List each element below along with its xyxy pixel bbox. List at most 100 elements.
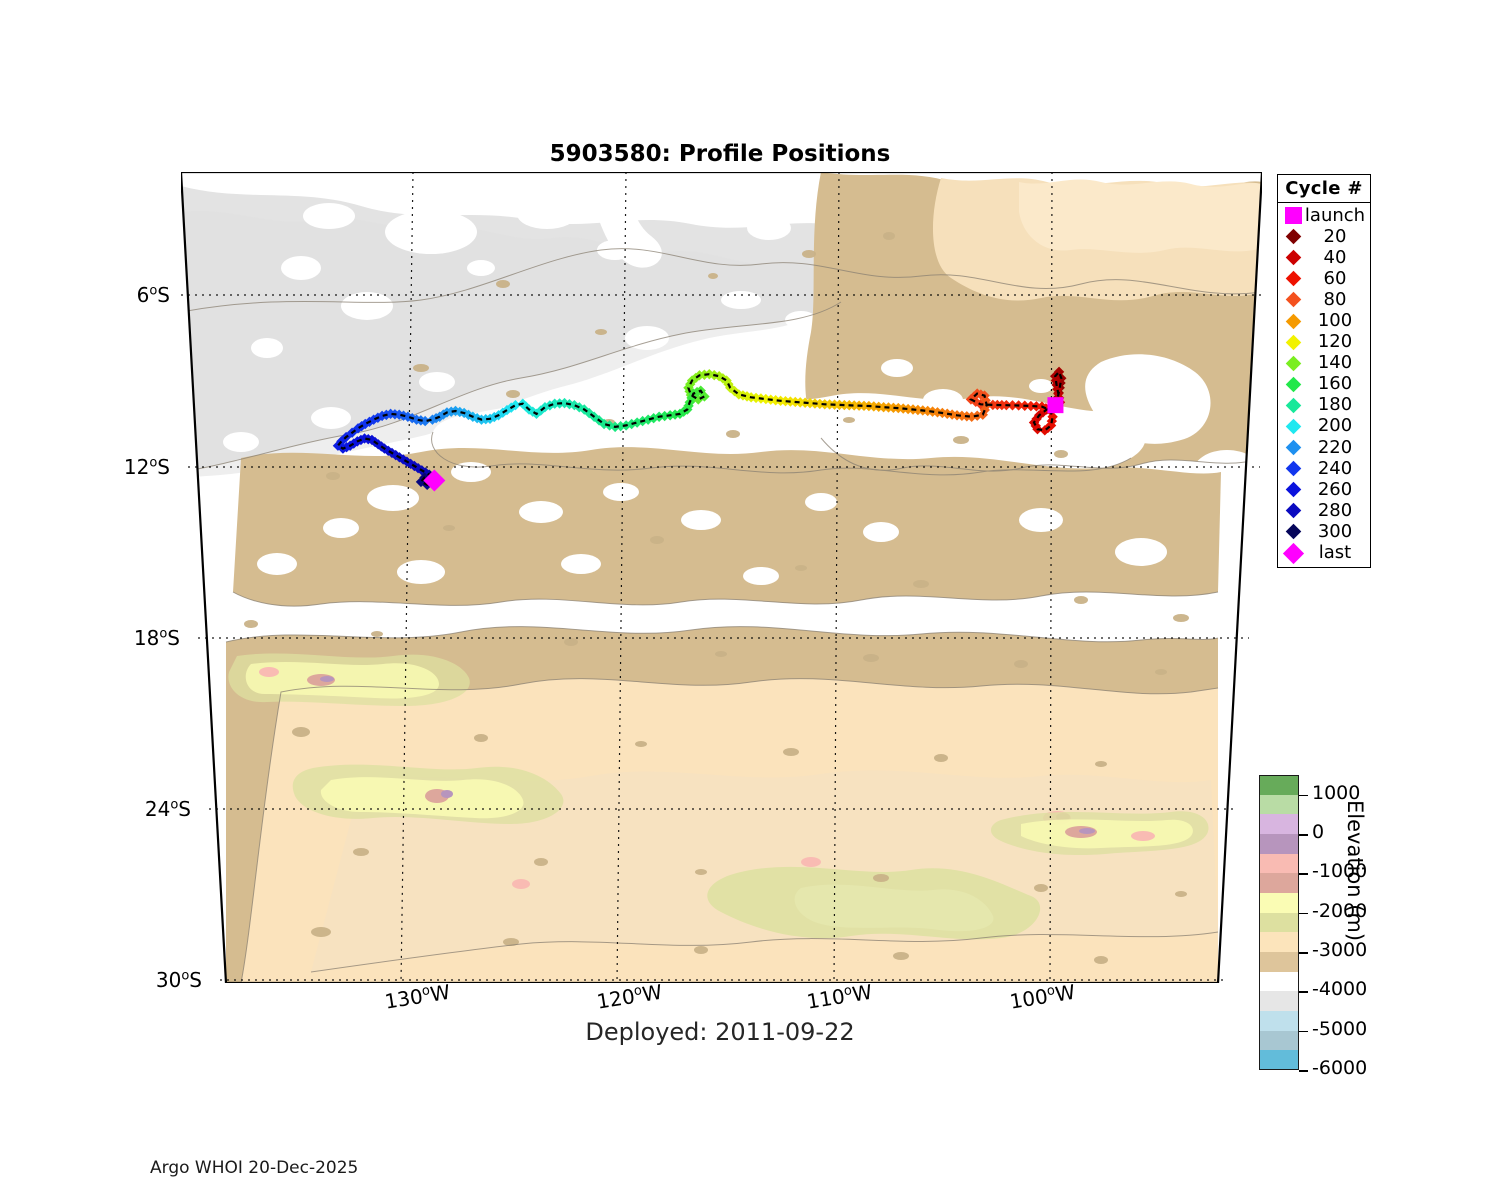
legend-label: 120	[1317, 331, 1353, 353]
colorbar-tick	[1299, 991, 1308, 993]
colorbar-tick	[1299, 794, 1308, 797]
profile-position-marker	[912, 404, 924, 416]
legend-marker-diamond-icon	[1282, 334, 1304, 350]
profile-position-marker	[427, 414, 438, 425]
legend-item-60[interactable]: 60	[1278, 268, 1370, 289]
legend-label: 200	[1317, 415, 1353, 437]
profile-position-marker	[368, 414, 379, 425]
legend-item-20[interactable]: 20	[1278, 226, 1370, 247]
legend-label: 260	[1317, 478, 1353, 500]
legend-item-140[interactable]: 140	[1278, 353, 1370, 374]
colorbar-band	[1259, 775, 1299, 795]
profile-position-marker	[336, 436, 347, 447]
colorbar-band	[1259, 1030, 1299, 1051]
legend-marker-diamond-icon	[1282, 313, 1304, 329]
legend-item-40[interactable]: 40	[1278, 247, 1370, 268]
legend-marker-diamond-icon	[1282, 376, 1304, 393]
legend-item-180[interactable]: 180	[1278, 395, 1370, 416]
profile-position-marker	[868, 401, 879, 412]
legend-label: 20	[1323, 225, 1347, 247]
colorbar-tick-label: -6000	[1312, 1057, 1368, 1079]
profile-position-marker	[1039, 425, 1050, 436]
profile-position-marker	[1037, 407, 1049, 418]
legend-marker-diamond-icon	[1282, 397, 1304, 414]
colorbar-tick	[1299, 912, 1308, 915]
profile-position-marker	[1007, 400, 1018, 411]
profile-position-marker	[814, 398, 826, 410]
colorbar-tick-label: -5000	[1312, 1017, 1368, 1040]
legend-item-200[interactable]: 200	[1278, 416, 1370, 437]
map-graticule	[181, 172, 1262, 983]
legend-item-220[interactable]: 220	[1278, 437, 1370, 458]
launch-marker[interactable]	[1047, 397, 1064, 414]
legend-marker-diamond-icon	[1282, 292, 1304, 308]
profile-position-marker	[946, 409, 958, 420]
map-svg	[181, 172, 1262, 983]
colorbar-band	[1259, 892, 1299, 913]
colorbar-tick-label: -3000	[1312, 939, 1368, 961]
legend-marker-diamond-icon	[1282, 271, 1304, 287]
deployed-caption: Deployed: 2011-09-22	[585, 1018, 855, 1046]
profile-position-marker	[584, 407, 595, 419]
profile-position-marker	[795, 397, 806, 408]
colorbar-band	[1259, 833, 1299, 854]
cycle-legend-title: Cycle #	[1278, 175, 1370, 203]
legend-marker-diamond-icon	[1282, 439, 1304, 456]
colorbar-ticks	[1299, 775, 1309, 1072]
profile-position-marker	[980, 395, 991, 406]
profile-position-marker	[642, 414, 654, 425]
cycle-legend-items: launch 20 40 60 80 100 120 140 160 180 200 220 240 26…	[1278, 203, 1370, 567]
profile-position-marker	[1053, 366, 1065, 378]
legend-marker-diamond-icon	[1282, 355, 1304, 371]
legend-label: 100	[1317, 310, 1353, 332]
profile-position-marker	[1025, 400, 1037, 412]
profile-position-marker	[501, 404, 513, 416]
profile-position-marker	[987, 399, 999, 411]
profile-position-marker	[539, 401, 551, 413]
legend-item-160[interactable]: 160	[1278, 374, 1370, 395]
page-title: 5903580: Profile Positions	[549, 141, 891, 167]
legend-label: launch	[1304, 204, 1366, 226]
legend-marker-diamond-icon	[1282, 481, 1304, 498]
last-position-marker[interactable]	[423, 469, 446, 492]
legend-item-240[interactable]: 240	[1278, 458, 1370, 479]
profile-position-marker	[686, 392, 697, 404]
legend-item-120[interactable]: 120	[1278, 332, 1370, 353]
ytick-label-18s: 18oS	[133, 626, 180, 650]
xtick-label-120w: 120oW	[595, 979, 664, 1014]
legend-item-last[interactable]: last	[1278, 542, 1370, 564]
colorbar-band	[1259, 951, 1299, 972]
legend-label: 180	[1317, 394, 1353, 416]
profile-position-marker	[1031, 413, 1042, 425]
xtick-label-130w: 130oW	[383, 979, 452, 1014]
legend-label: 220	[1317, 436, 1353, 458]
colorbar-band	[1259, 814, 1299, 834]
legend-item-300[interactable]: 300	[1278, 521, 1370, 542]
ytick-label-6s: 6oS	[136, 283, 170, 307]
legend-label: last	[1318, 542, 1352, 564]
float-track	[332, 366, 1067, 492]
colorbar-axis-title: Elevation (m)	[1343, 800, 1367, 942]
profile-position-marker	[970, 396, 981, 408]
legend-label: 140	[1317, 352, 1353, 374]
elevation-colorbar[interactable]	[1259, 775, 1299, 1070]
cycle-legend[interactable]: Cycle # launch 20 40 60 80 100 120 140 160 180 200…	[1277, 174, 1371, 568]
legend-item-80[interactable]: 80	[1278, 289, 1370, 310]
colorbar-band	[1259, 853, 1299, 874]
colorbar-tick-label: 0	[1312, 821, 1325, 843]
colorbar-tick	[1299, 1030, 1308, 1033]
profile-position-marker	[780, 396, 791, 407]
legend-item-launch[interactable]: launch	[1278, 205, 1370, 226]
legend-item-260[interactable]: 260	[1278, 479, 1370, 500]
colorbar-band	[1259, 1050, 1299, 1070]
legend-label: 280	[1317, 499, 1353, 521]
profile-position-marker	[463, 409, 474, 421]
map-plot-area[interactable]	[181, 172, 1262, 983]
legend-item-280[interactable]: 280	[1278, 500, 1370, 521]
legend-label: 240	[1317, 457, 1353, 479]
colorbar-band	[1259, 1010, 1299, 1031]
legend-item-100[interactable]: 100	[1278, 310, 1370, 331]
xtick-label-110w: 110oW	[805, 979, 874, 1014]
colorbar-band	[1259, 991, 1299, 1011]
legend-label: 40	[1323, 246, 1347, 268]
